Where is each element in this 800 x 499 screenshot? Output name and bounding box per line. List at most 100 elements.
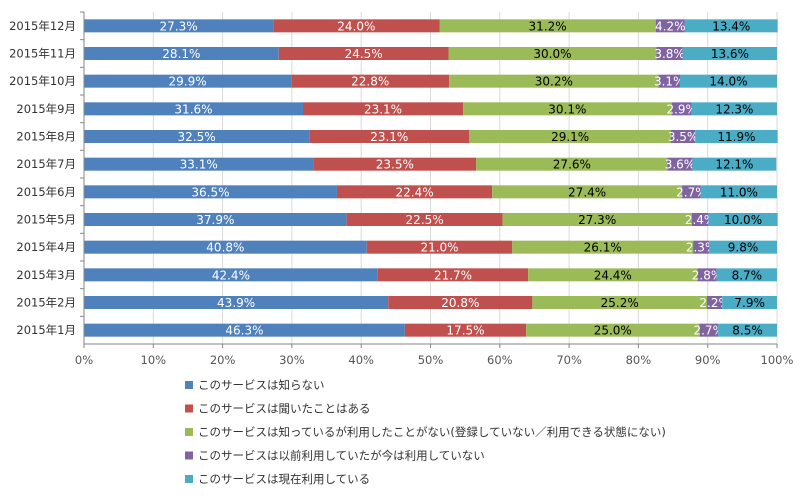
- bar-segment: [691, 102, 777, 116]
- bar-segment: [84, 130, 310, 143]
- category-label: 2015年10月: [9, 74, 76, 88]
- bar-segment: [291, 74, 450, 88]
- legend-label: このサービスは現在利用している: [198, 472, 370, 486]
- data-label: 25.2%: [601, 296, 639, 310]
- legend-swatch: [185, 428, 193, 436]
- bar-segment: [667, 157, 693, 171]
- bar-segment: [695, 130, 778, 143]
- data-label: 21.7%: [434, 268, 472, 282]
- x-tick-label: 60%: [487, 353, 513, 367]
- data-label: 20.8%: [441, 296, 479, 310]
- data-label: 28.1%: [162, 47, 200, 61]
- data-label: 33.1%: [180, 158, 218, 172]
- x-tick-label: 10%: [141, 353, 167, 367]
- data-label: 23.1%: [370, 130, 408, 144]
- data-label: 24.0%: [337, 19, 375, 33]
- category-label: 2015年8月: [16, 130, 76, 144]
- bar-segment: [388, 296, 533, 309]
- bar-segment: [463, 102, 672, 116]
- bar-segment: [84, 157, 314, 171]
- bar-segment: [278, 47, 449, 60]
- legend-label: このサービスは聞いたことはある: [198, 402, 371, 416]
- legend-swatch: [185, 475, 193, 483]
- data-label: 27.4%: [568, 185, 606, 199]
- bar-segment: [670, 130, 696, 143]
- data-label: 8.5%: [732, 324, 763, 338]
- data-label: 27.6%: [553, 158, 591, 172]
- data-label: 11.0%: [720, 185, 758, 199]
- bar-segment: [84, 323, 405, 337]
- category-label: 2015年9月: [16, 102, 76, 116]
- bar-segment: [722, 296, 777, 309]
- category-label: 2015年12月: [9, 19, 76, 33]
- bar-segment: [502, 213, 692, 226]
- x-tick-label: 30%: [279, 353, 305, 367]
- bar-segment: [469, 130, 671, 143]
- data-label: 4.2%: [655, 19, 686, 33]
- data-label: 24.4%: [594, 268, 632, 282]
- data-label: 36.5%: [191, 185, 229, 199]
- bar-segment: [84, 102, 303, 116]
- data-label: 30.0%: [533, 47, 571, 61]
- bar-segment: [84, 268, 378, 282]
- bar-segment: [512, 240, 694, 254]
- x-tick-label: 50%: [418, 353, 444, 367]
- data-label: 3.6%: [665, 158, 696, 172]
- data-label: 22.8%: [351, 75, 389, 89]
- bar-segment: [449, 74, 659, 88]
- x-tick-label: 40%: [348, 353, 374, 367]
- bar-segment: [682, 47, 777, 60]
- legend-swatch: [185, 404, 193, 413]
- data-label: 22.5%: [406, 213, 444, 227]
- bar-segment: [707, 296, 723, 309]
- bar-segment: [716, 268, 777, 282]
- bar-segment: [656, 47, 683, 60]
- bar-segment: [693, 240, 710, 254]
- bar-segment: [526, 323, 700, 337]
- bar-segment: [84, 296, 389, 309]
- data-label: 2.7%: [676, 185, 707, 199]
- bar-segment: [404, 323, 527, 337]
- x-tick-label: 20%: [210, 353, 236, 367]
- data-label: 32.5%: [178, 130, 216, 144]
- bar-segment: [691, 213, 709, 226]
- category-label: 2015年4月: [16, 240, 76, 254]
- bar-segment: [84, 185, 337, 199]
- bar-segment: [492, 185, 683, 199]
- legend-swatch: [185, 381, 193, 389]
- data-label: 2.9%: [666, 102, 697, 116]
- category-label: 2015年5月: [16, 213, 76, 227]
- x-tick-label: 100%: [761, 353, 794, 367]
- bar-segment: [697, 268, 717, 282]
- x-tick-label: 80%: [626, 353, 652, 367]
- category-label: 2015年1月: [16, 323, 76, 337]
- bar-segment: [532, 296, 708, 309]
- data-label: 2.8%: [692, 268, 723, 282]
- category-label: 2015年2月: [16, 296, 76, 310]
- data-label: 7.9%: [734, 296, 765, 310]
- bar-segment: [718, 323, 777, 337]
- data-label: 43.9%: [217, 296, 255, 310]
- data-label: 31.2%: [529, 19, 567, 33]
- data-label: 2.7%: [693, 324, 724, 338]
- category-label: 2015年11月: [9, 47, 76, 61]
- x-tick-label: 70%: [556, 353, 582, 367]
- legend-label: このサービスは以前利用していたが今は利用していない: [198, 449, 485, 463]
- bar-segment: [684, 19, 778, 33]
- bars: 27.3% 24.0% 31.2% 4.2% 13.4% 28.1% 24.5% 30.0% 3…: [84, 19, 778, 338]
- data-label: 26.1%: [584, 241, 622, 255]
- data-label: 10.0%: [724, 213, 762, 227]
- bar-segment: [84, 19, 274, 33]
- data-label: 9.8%: [728, 241, 759, 255]
- bar-segment: [439, 19, 656, 33]
- data-label: 2.4%: [685, 213, 716, 227]
- bar-segment: [84, 213, 347, 226]
- data-label: 30.2%: [535, 75, 573, 89]
- bar-segment: [708, 213, 778, 226]
- data-label: 31.6%: [174, 102, 212, 116]
- data-label: 23.5%: [376, 158, 414, 172]
- bar-segment: [346, 213, 503, 226]
- category-label: 2015年6月: [16, 185, 76, 199]
- category-label: 2015年3月: [16, 268, 76, 282]
- legend-label: このサービスは知っているが利用したことがない(登録していない／利用できる状態にな…: [198, 425, 666, 439]
